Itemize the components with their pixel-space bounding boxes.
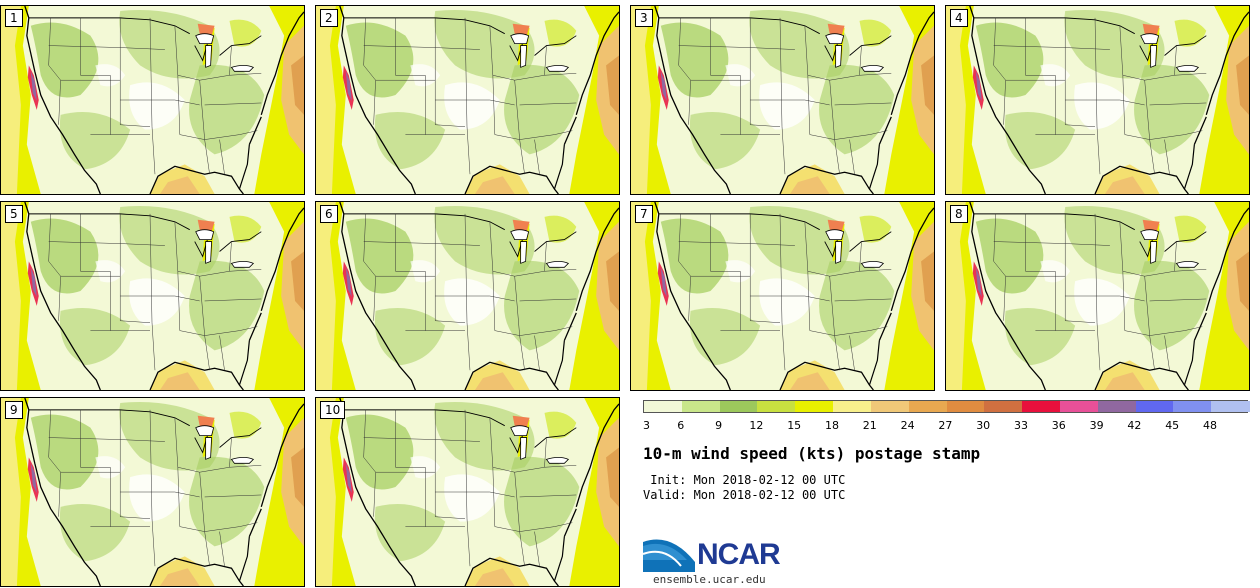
colorbar-tick-label: 24 bbox=[900, 419, 915, 432]
map-panel-2: 2 bbox=[315, 5, 620, 195]
colorbar-cell bbox=[644, 401, 683, 412]
conus-map bbox=[1, 398, 304, 586]
colorbar bbox=[643, 400, 1250, 413]
ncar-logo-icon bbox=[643, 539, 695, 572]
colorbar-cell bbox=[1211, 401, 1250, 412]
colorbar-cell bbox=[946, 401, 985, 412]
colorbar-cell bbox=[719, 401, 758, 412]
colorbar-tick-label: 12 bbox=[749, 419, 764, 432]
logo-url: ensemble.ucar.edu bbox=[653, 573, 766, 586]
map-panel-10: 10 bbox=[315, 397, 620, 587]
colorbar-cell bbox=[1135, 401, 1174, 412]
ncar-logo-text: NCAR bbox=[697, 538, 781, 571]
colorbar-tick-label: 36 bbox=[1051, 419, 1066, 432]
colorbar-tick-label: 42 bbox=[1127, 419, 1142, 432]
conus-map bbox=[316, 6, 619, 194]
colorbar-tick-label: 27 bbox=[938, 419, 953, 432]
colorbar-tick-label: 9 bbox=[715, 419, 723, 432]
init-time: Init: Mon 2018-02-12 00 UTC bbox=[643, 473, 846, 487]
map-panel-5: 5 bbox=[0, 201, 305, 391]
colorbar-tick-label: 48 bbox=[1203, 419, 1217, 432]
panel-label: 5 bbox=[5, 205, 23, 223]
panel-label: 6 bbox=[320, 205, 338, 223]
conus-map bbox=[946, 6, 1249, 194]
colorbar-tick-label: 6 bbox=[677, 419, 685, 432]
panel-label: 8 bbox=[950, 205, 968, 223]
panel-label: 2 bbox=[320, 9, 338, 27]
conus-map bbox=[1, 202, 304, 390]
colorbar-cell bbox=[757, 401, 796, 412]
map-panel-7: 7 bbox=[630, 201, 935, 391]
colorbar-cell bbox=[681, 401, 721, 412]
colorbar-cell bbox=[1022, 401, 1061, 412]
panel-label: 1 bbox=[5, 9, 23, 27]
map-panel-6: 6 bbox=[315, 201, 620, 391]
colorbar-tick-label: 45 bbox=[1165, 419, 1180, 432]
map-panel-3: 3 bbox=[630, 5, 935, 195]
conus-map bbox=[946, 202, 1249, 390]
colorbar-tick-label: 15 bbox=[787, 419, 802, 432]
colorbar-cell bbox=[984, 401, 1023, 412]
colorbar-tick-label: 39 bbox=[1089, 419, 1104, 432]
colorbar-cell bbox=[870, 401, 910, 412]
colorbar-tick-label: 33 bbox=[1014, 419, 1028, 432]
colorbar-cell bbox=[1059, 401, 1099, 412]
panel-label: 9 bbox=[5, 401, 23, 419]
colorbar-cell bbox=[833, 401, 872, 412]
colorbar-cell bbox=[1097, 401, 1137, 412]
plot-title: 10-m wind speed (kts) postage stamp bbox=[643, 444, 981, 463]
valid-time: Valid: Mon 2018-02-12 00 UTC bbox=[643, 488, 846, 502]
conus-map bbox=[631, 6, 934, 194]
panel-label: 10 bbox=[320, 401, 346, 419]
panel-label: 7 bbox=[635, 205, 653, 223]
conus-map bbox=[316, 398, 619, 586]
colorbar-cell bbox=[795, 401, 834, 412]
panel-label: 3 bbox=[635, 9, 653, 27]
colorbar-tick-label: 21 bbox=[862, 419, 877, 432]
map-panel-8: 8 bbox=[945, 201, 1250, 391]
conus-map bbox=[316, 202, 619, 390]
colorbar-tick-label: 18 bbox=[825, 419, 839, 432]
conus-map bbox=[1, 6, 304, 194]
colorbar-cell bbox=[1173, 401, 1212, 412]
colorbar-tick-label: 3 bbox=[643, 419, 650, 432]
map-panel-4: 4 bbox=[945, 5, 1250, 195]
panel-label: 4 bbox=[950, 9, 968, 27]
map-panel-9: 9 bbox=[0, 397, 305, 587]
map-panel-1: 1 bbox=[0, 5, 305, 195]
colorbar-cell bbox=[908, 401, 947, 412]
colorbar-tick-label: 30 bbox=[976, 419, 991, 432]
conus-map bbox=[631, 202, 934, 390]
